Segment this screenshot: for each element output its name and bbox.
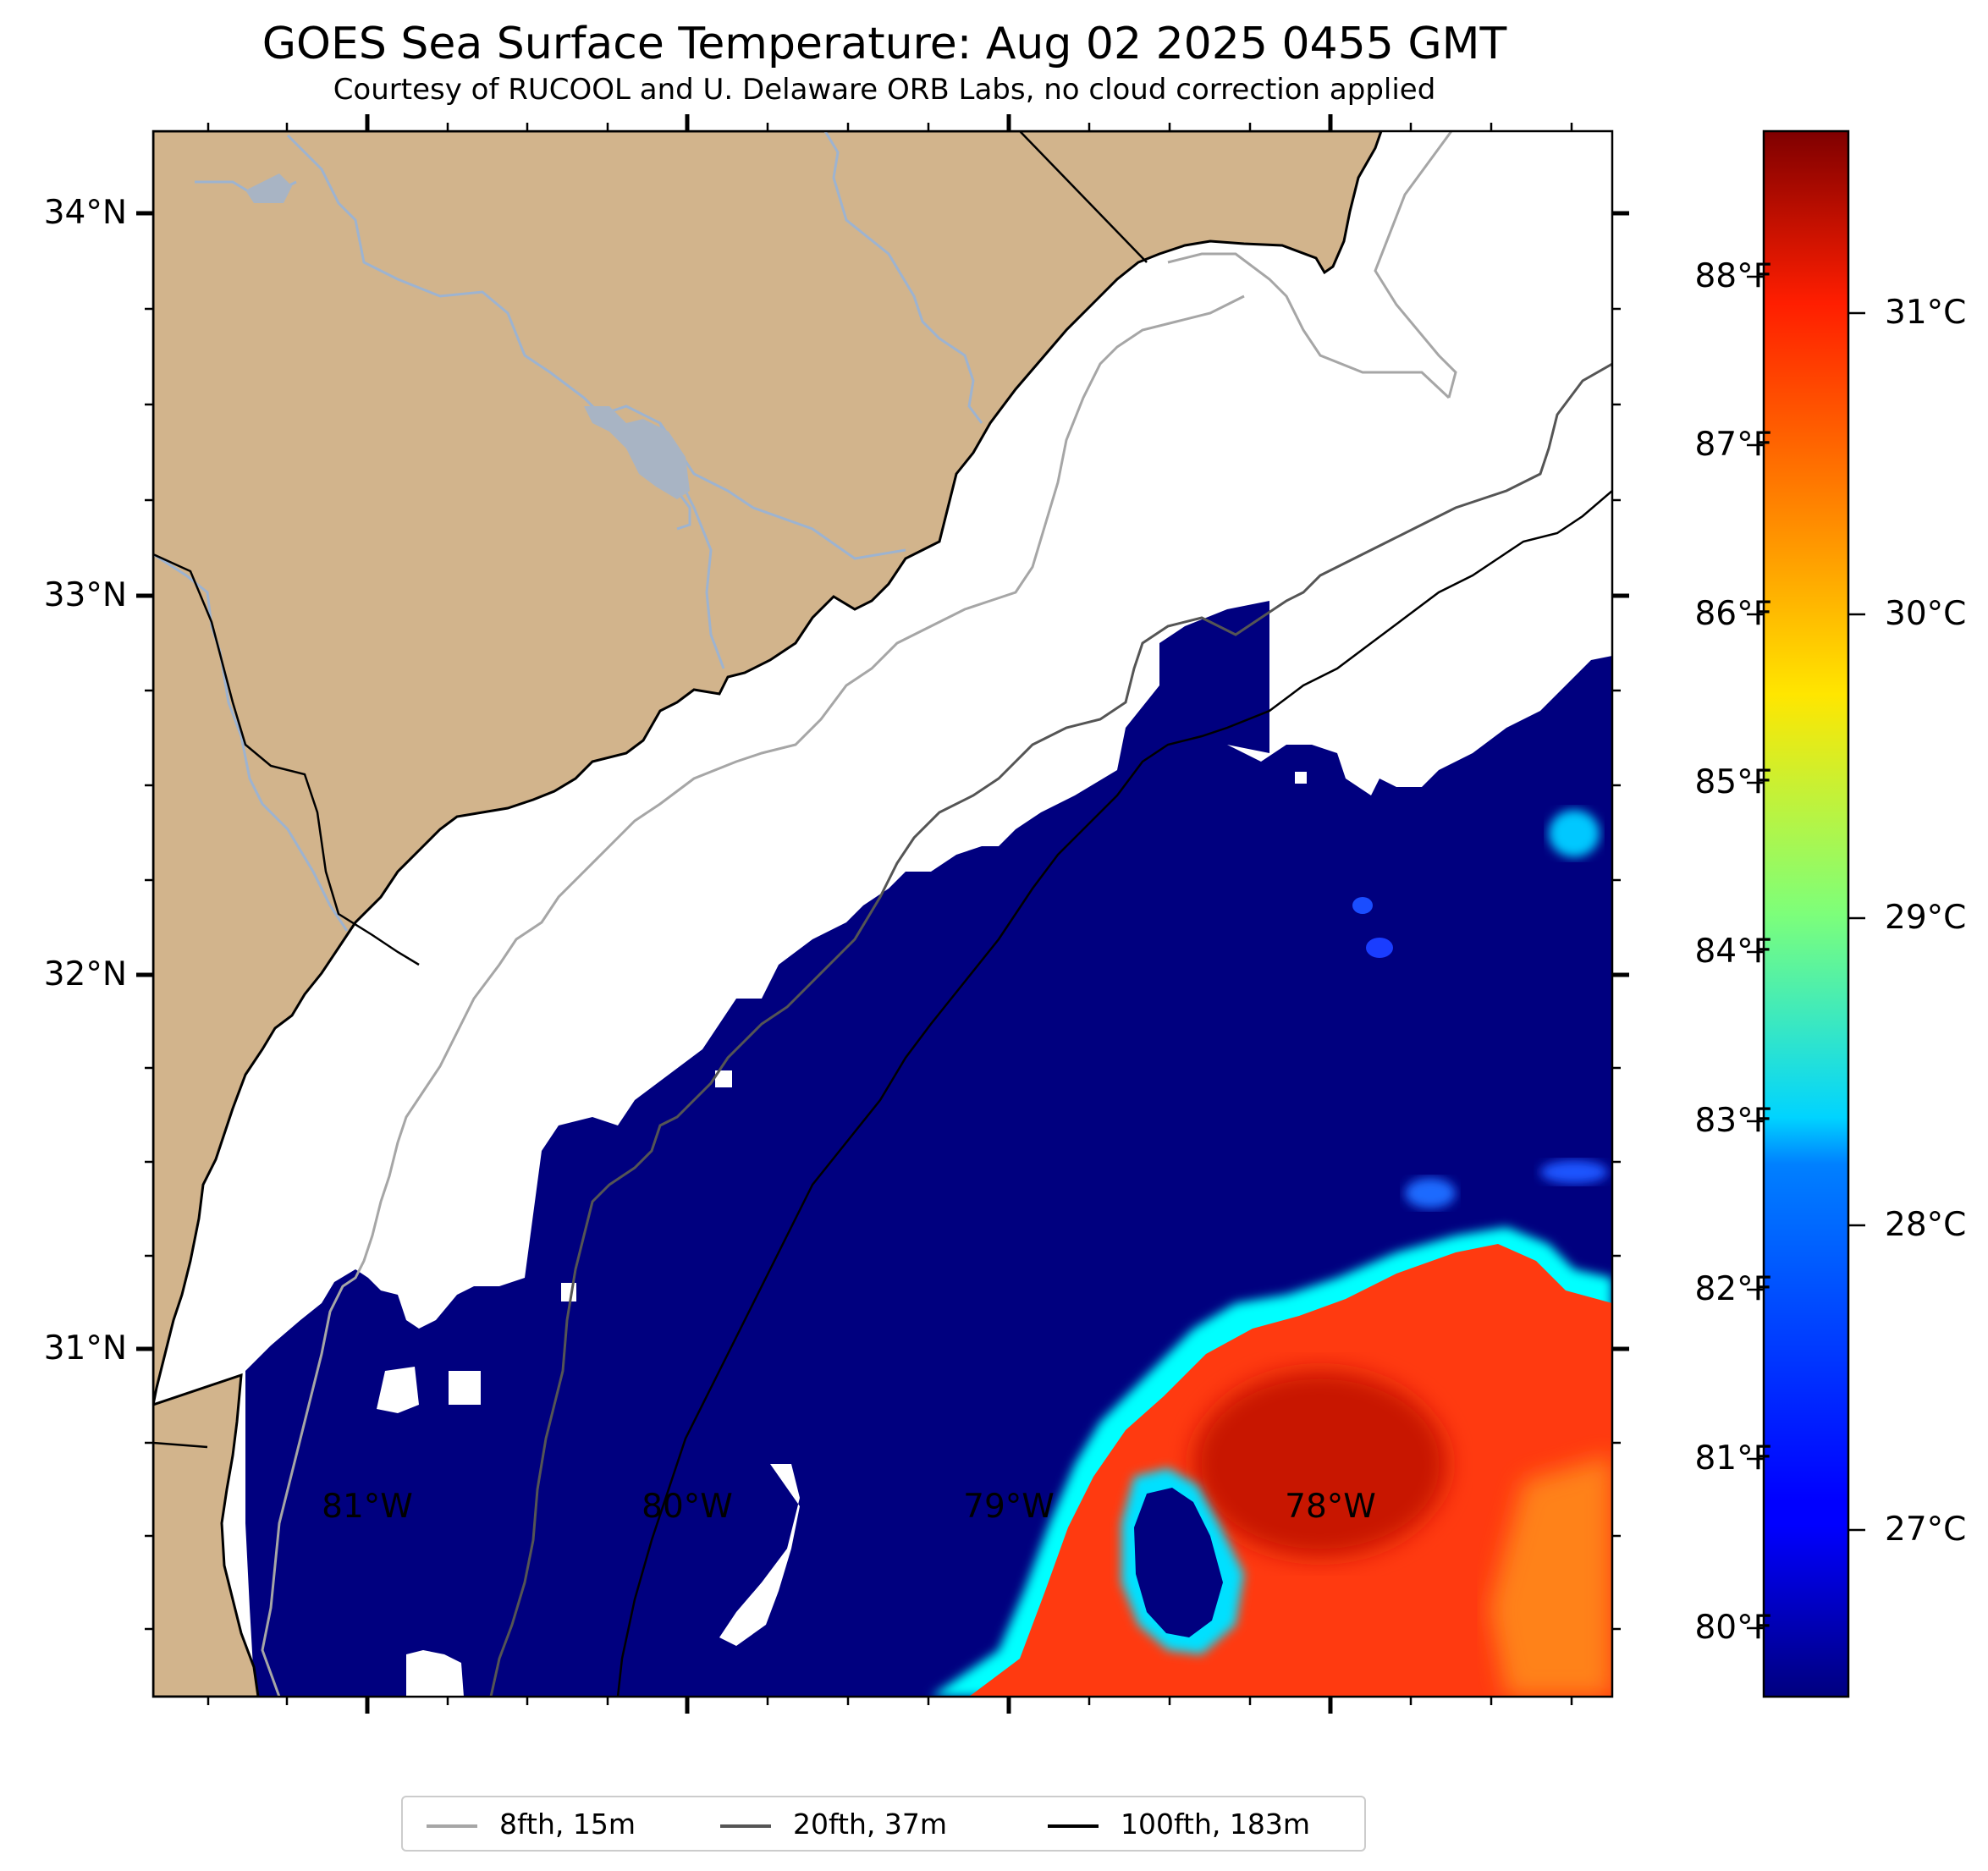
lat-label: 34°N [43, 194, 127, 232]
fahrenheit-label: 86°F [1694, 595, 1772, 633]
minor-ticks [145, 123, 1621, 1705]
lon-label: 81°W [322, 1488, 413, 1526]
no-data-patch [1295, 772, 1307, 784]
map-frame [151, 129, 1614, 1698]
legend-label: 20fth, 37m [793, 1808, 947, 1841]
sst-patch [1405, 1178, 1456, 1208]
sst-warm-margin [1490, 1456, 1612, 1697]
legend-label: 100fth, 183m [1121, 1808, 1310, 1841]
land-area [153, 131, 1383, 1406]
lat-label: 32°N [43, 955, 127, 993]
lake [245, 173, 292, 203]
chart-title: GOES Sea Surface Temperature: Aug 02 202… [262, 19, 1507, 69]
lat-label: 33°N [43, 576, 127, 614]
fahrenheit-label: 88°F [1694, 257, 1772, 295]
no-data-patch [406, 1650, 464, 1697]
lat-label: 31°N [43, 1329, 127, 1367]
celsius-label: 28°C [1885, 1206, 1967, 1244]
sst-patch [1352, 897, 1373, 914]
isobath-100fth [616, 490, 1612, 1697]
lon-label: 80°W [642, 1488, 733, 1526]
isobath-8fth [261, 131, 1457, 1697]
celsius-label: 29°C [1885, 899, 1967, 937]
sst-patch [1366, 938, 1393, 958]
land-area [153, 1373, 260, 1697]
legend-item-100fth: 100fth, 183m [1048, 1806, 1310, 1843]
no-data-patch [449, 1371, 481, 1405]
legend-item-20fth: 20fth, 37m [720, 1806, 947, 1843]
fahrenheit-label: 85°F [1694, 763, 1772, 801]
lat-ticks [136, 211, 1629, 1351]
chart-subtitle: Courtesy of RUCOOL and U. Delaware ORB L… [333, 73, 1436, 107]
no-data-patch [715, 1070, 732, 1087]
sst-eddy-core [1193, 1371, 1447, 1557]
fahrenheit-label: 80°F [1694, 1609, 1772, 1647]
lon-label: 79°W [963, 1488, 1055, 1526]
celsius-label: 27°C [1885, 1511, 1967, 1549]
legend-item-8fth: 8fth, 15m [427, 1806, 636, 1843]
isobath-20fth [489, 362, 1612, 1697]
legend-swatch [1048, 1824, 1099, 1828]
fahrenheit-label: 87°F [1694, 426, 1772, 464]
no-data-patch [719, 1464, 800, 1646]
lake-marion [584, 406, 690, 499]
no-data-patch [377, 1367, 419, 1413]
celsius-label: 31°C [1885, 294, 1967, 332]
legend-swatch [427, 1824, 477, 1828]
colorbar [1762, 129, 1850, 1698]
state-boundaries [153, 131, 1148, 1449]
lon-label: 78°W [1285, 1488, 1376, 1526]
fahrenheit-label: 83°F [1694, 1102, 1772, 1140]
legend-label: 8fth, 15m [499, 1808, 636, 1841]
colorbar-ticks [1747, 275, 1865, 1630]
isobath-legend: 8fth, 15m 20fth, 37m 100fth, 183m [401, 1796, 1366, 1852]
lon-ticks [365, 114, 1333, 1714]
fahrenheit-label: 84°F [1694, 933, 1772, 971]
sst-patch [1540, 1160, 1608, 1184]
fahrenheit-label: 81°F [1694, 1439, 1772, 1478]
celsius-label: 30°C [1885, 595, 1967, 633]
sst-patch [1549, 810, 1600, 857]
legend-swatch [720, 1824, 771, 1828]
sst-cold-intrusion [1134, 1488, 1223, 1637]
fahrenheit-label: 82°F [1694, 1270, 1772, 1308]
